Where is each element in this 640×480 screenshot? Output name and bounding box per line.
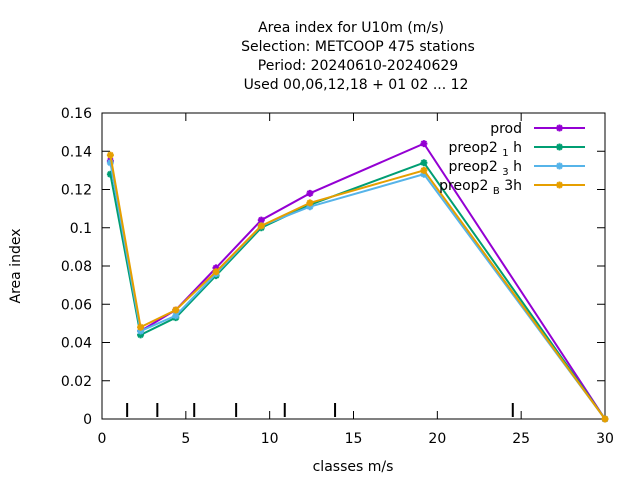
data-point <box>172 312 180 320</box>
data-point <box>420 166 428 174</box>
data-point <box>420 170 428 178</box>
x-tick-label: 15 <box>345 431 363 447</box>
series-line <box>109 142 606 420</box>
y-tick-label: 0.06 <box>61 297 92 313</box>
class-marks <box>126 403 514 417</box>
data-point <box>137 331 145 339</box>
x-tick-label: 10 <box>261 431 279 447</box>
data-point <box>212 268 220 276</box>
legend-label: prod <box>490 121 522 137</box>
data-point <box>306 203 314 211</box>
x-tick-label: 25 <box>512 431 530 447</box>
y-tick-label: 0.02 <box>61 374 92 390</box>
data-point <box>257 216 265 224</box>
x-axis-ticks: 0 5 10 15 20 25 30 <box>98 113 614 447</box>
data-point <box>601 415 609 423</box>
legend-label: preop2 B 3h <box>439 178 522 197</box>
legend-marker <box>556 143 563 151</box>
series-line <box>109 161 606 420</box>
series-lines <box>106 140 609 423</box>
legend-marker <box>556 124 563 132</box>
legend-marker <box>556 162 563 170</box>
y-tick-label: 0.16 <box>61 106 92 122</box>
data-point <box>106 151 114 159</box>
x-axis-label: classes m/s <box>313 459 394 475</box>
series-line <box>109 154 606 420</box>
data-point <box>306 189 314 197</box>
legend-label: preop2 1 h <box>449 140 522 159</box>
plot-frame <box>101 112 606 420</box>
x-tick-label: 0 <box>98 431 107 447</box>
data-point <box>212 264 220 272</box>
y-axis-ticks: 0 0.02 0.04 0.06 0.08 0.1 0.12 0.14 0.16 <box>61 106 605 428</box>
y-tick-label: 0.08 <box>61 259 92 275</box>
y-tick-label: 0.12 <box>61 183 92 199</box>
data-point <box>106 159 114 167</box>
y-tick-label: 0.04 <box>61 336 92 352</box>
data-point <box>257 222 265 230</box>
legend-marker <box>556 181 563 189</box>
data-point <box>106 170 114 178</box>
data-point <box>137 323 145 331</box>
x-tick-label: 20 <box>428 431 446 447</box>
y-axis-label: Area index <box>8 229 24 304</box>
y-tick-label: 0.1 <box>70 221 92 237</box>
y-tick-label: 0.14 <box>61 144 92 160</box>
data-point <box>137 327 145 335</box>
series-line <box>109 162 606 420</box>
data-point <box>172 306 180 314</box>
title-line-4: Used 00,06,12,18 + 01 02 ... 12 <box>244 77 469 93</box>
x-tick-label: 5 <box>181 431 190 447</box>
title-line-3: Period: 20240610-20240629 <box>258 58 458 74</box>
legend-label: preop2 3 h <box>449 159 522 178</box>
title-line-1: Area index for U10m (m/s) <box>258 20 444 36</box>
y-tick-label: 0 <box>83 412 92 428</box>
data-point <box>306 199 314 207</box>
data-point <box>420 140 428 148</box>
title-line-2: Selection: METCOOP 475 stations <box>241 39 475 55</box>
x-tick-label: 30 <box>596 431 614 447</box>
data-point <box>420 159 428 167</box>
chart-title: Area index for U10m (m/s) Selection: MET… <box>241 20 475 93</box>
